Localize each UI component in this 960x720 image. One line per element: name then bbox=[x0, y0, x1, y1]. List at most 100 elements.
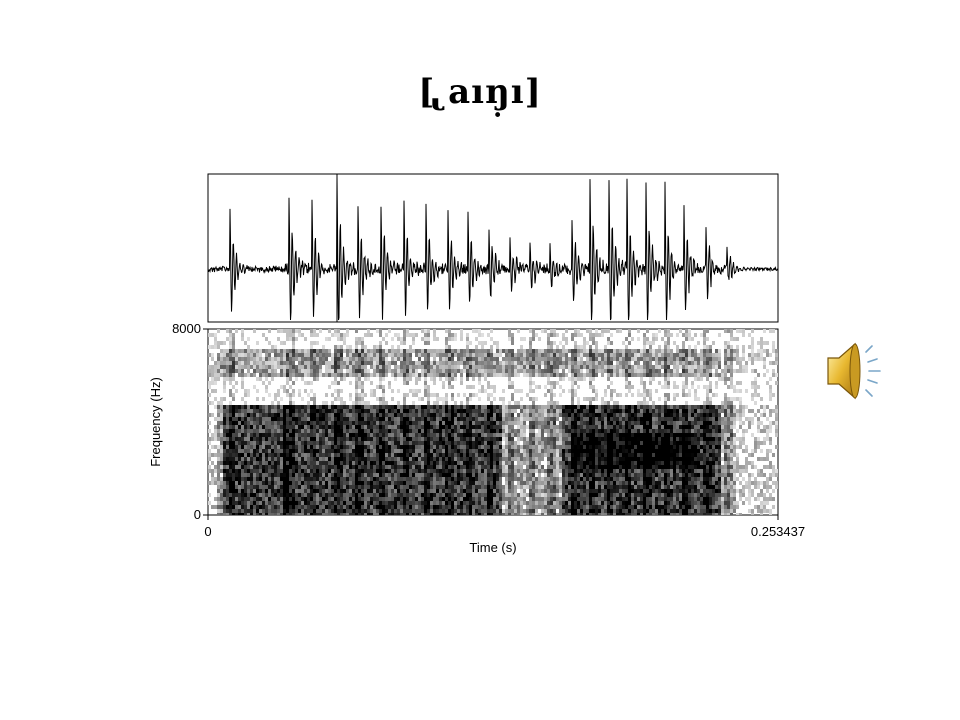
spectrogram-cell bbox=[379, 381, 382, 385]
spectrogram-cell bbox=[532, 333, 535, 337]
spectrogram-cell bbox=[547, 361, 550, 365]
spectrogram-cell bbox=[250, 493, 253, 497]
spectrogram-cell bbox=[259, 349, 262, 353]
spectrogram-cell bbox=[562, 421, 565, 425]
spectrogram-cell bbox=[571, 497, 574, 501]
spectrogram-cell bbox=[550, 397, 553, 401]
spectrogram-cell bbox=[517, 429, 520, 433]
spectrogram-cell bbox=[406, 489, 409, 493]
spectrogram-cell bbox=[361, 361, 364, 365]
spectrogram-cell bbox=[511, 457, 514, 461]
spectrogram-cell bbox=[391, 449, 394, 453]
spectrogram-cell bbox=[334, 345, 337, 349]
spectrogram-cell bbox=[412, 421, 415, 425]
spectrogram-cell bbox=[340, 493, 343, 497]
spectrogram-cell bbox=[499, 441, 502, 445]
spectrogram-cell bbox=[418, 485, 421, 489]
spectrogram-cell bbox=[514, 357, 517, 361]
spectrogram-cell bbox=[274, 489, 277, 493]
spectrogram-cell bbox=[271, 409, 274, 413]
spectrogram-cell bbox=[358, 457, 361, 461]
spectrogram-cell bbox=[298, 449, 301, 453]
spectrogram-cell bbox=[364, 373, 367, 377]
spectrogram-cell bbox=[286, 353, 289, 357]
spectrogram-cell bbox=[373, 425, 376, 429]
spectrogram-cell bbox=[511, 357, 514, 361]
spectrogram-cell bbox=[223, 377, 226, 381]
spectrogram-cell bbox=[478, 413, 481, 417]
spectrogram-cell bbox=[355, 389, 358, 393]
spectrogram-cell bbox=[313, 509, 316, 513]
spectrogram-cell bbox=[262, 461, 265, 465]
spectrogram-cell bbox=[457, 453, 460, 457]
spectrogram-cell bbox=[448, 353, 451, 357]
spectrogram-cell bbox=[331, 357, 334, 361]
spectrogram-cell bbox=[475, 413, 478, 417]
spectrogram-cell bbox=[586, 421, 589, 425]
spectrogram-cell bbox=[541, 501, 544, 505]
spectrogram-cell bbox=[520, 497, 523, 501]
spectrogram-cell bbox=[319, 481, 322, 485]
spectrogram-cell bbox=[328, 481, 331, 485]
spectrogram-cell bbox=[466, 333, 469, 337]
spectrogram-cell bbox=[478, 505, 481, 509]
spectrogram-cell bbox=[511, 501, 514, 505]
spectrogram-cell bbox=[487, 465, 490, 469]
spectrogram-cell bbox=[304, 417, 307, 421]
spectrogram-cell bbox=[223, 417, 226, 421]
spectrogram-cell bbox=[589, 405, 592, 409]
spectrogram-cell bbox=[346, 485, 349, 489]
spectrogram-cell bbox=[310, 481, 313, 485]
spectrogram-cell bbox=[445, 433, 448, 437]
spectrogram-cell bbox=[430, 485, 433, 489]
spectrogram-cell bbox=[298, 353, 301, 357]
spectrogram-cell bbox=[265, 417, 268, 421]
spectrogram-cell bbox=[223, 413, 226, 417]
spectrogram-cell bbox=[463, 497, 466, 501]
spectrogram-cell bbox=[361, 429, 364, 433]
spectrogram-cell bbox=[499, 369, 502, 373]
spectrogram-cell bbox=[232, 465, 235, 469]
spectrogram-cell bbox=[481, 477, 484, 481]
spectrogram-cell bbox=[256, 473, 259, 477]
spectrogram-cell bbox=[439, 433, 442, 437]
spectrogram-cell bbox=[310, 381, 313, 385]
spectrogram-cell bbox=[460, 513, 463, 515]
spectrogram-cell bbox=[382, 373, 385, 377]
spectrogram-cell bbox=[544, 481, 547, 485]
spectrogram-cell bbox=[502, 457, 505, 461]
spectrogram-cell bbox=[442, 501, 445, 505]
spectrogram-cell bbox=[427, 397, 430, 401]
spectrogram-cell bbox=[358, 453, 361, 457]
spectrogram-cell bbox=[430, 353, 433, 357]
spectrogram-cell bbox=[355, 341, 358, 345]
spectrogram-cell bbox=[499, 349, 502, 353]
spectrogram-cell bbox=[283, 417, 286, 421]
spectrogram-cell bbox=[571, 413, 574, 417]
spectrogram-cell bbox=[484, 441, 487, 445]
spectrogram-cell bbox=[595, 333, 598, 337]
spectrogram-cell bbox=[583, 453, 586, 457]
spectrogram-cell bbox=[319, 421, 322, 425]
spectrogram-cell bbox=[511, 485, 514, 489]
spectrogram-cell bbox=[277, 461, 280, 465]
spectrogram-cell bbox=[520, 453, 523, 457]
spectrogram-cell bbox=[307, 353, 310, 357]
spectrogram-cell bbox=[538, 417, 541, 421]
spectrogram-cell bbox=[532, 505, 535, 509]
spectrogram-cell bbox=[331, 401, 334, 405]
spectrogram-cell bbox=[397, 445, 400, 449]
spectrogram-cell bbox=[586, 493, 589, 497]
spectrogram-cell bbox=[487, 417, 490, 421]
spectrogram-cell bbox=[517, 453, 520, 457]
spectrogram-cell bbox=[370, 461, 373, 465]
spectrogram-cell bbox=[244, 469, 247, 473]
spectrogram-cell bbox=[286, 361, 289, 365]
spectrogram-cell bbox=[343, 333, 346, 337]
spectrogram-cell bbox=[535, 361, 538, 365]
spectrogram-cell bbox=[292, 369, 295, 373]
spectrogram-cell bbox=[529, 345, 532, 349]
spectrogram-cell bbox=[538, 429, 541, 433]
spectrogram-cell bbox=[367, 509, 370, 513]
spectrogram-cell bbox=[226, 509, 229, 513]
